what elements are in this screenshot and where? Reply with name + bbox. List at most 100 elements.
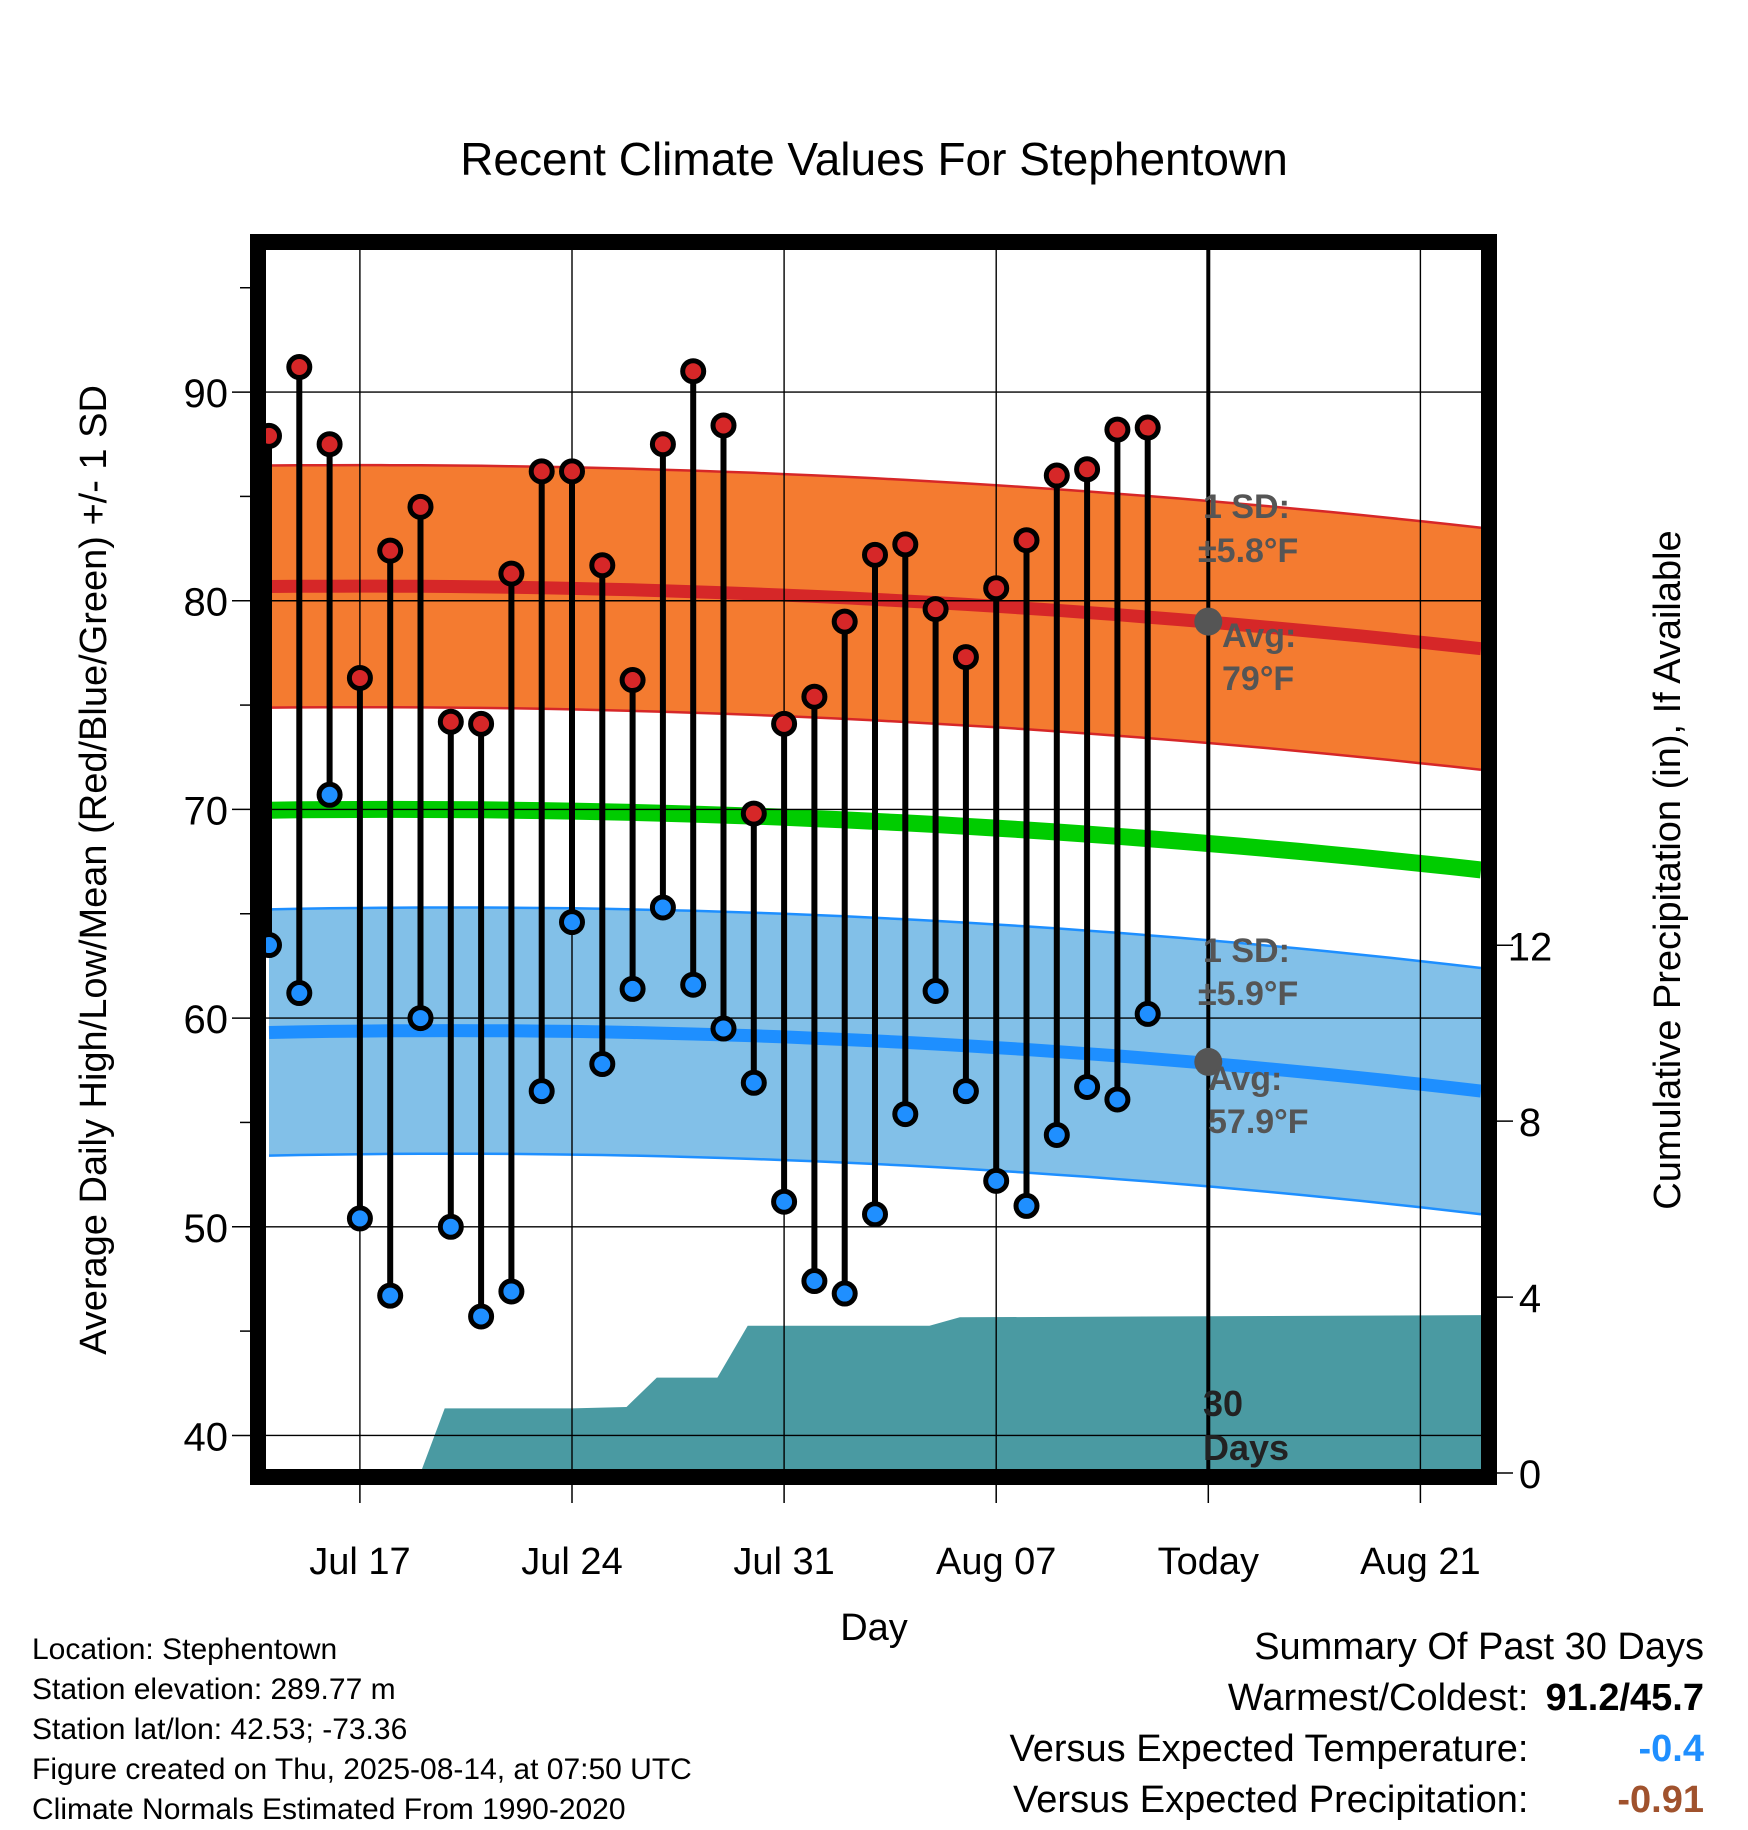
daily-low-point xyxy=(528,1078,555,1105)
daily-high-point xyxy=(262,422,282,449)
daily-low-point xyxy=(1043,1121,1070,1148)
daily-high-point xyxy=(983,575,1010,602)
daily-low-point xyxy=(892,1101,919,1128)
plot-frame xyxy=(250,234,1497,1485)
daily-low-point xyxy=(377,1282,404,1309)
summary-title: Summary Of Past 30 Days xyxy=(1254,1626,1704,1668)
daily-low-point xyxy=(468,1303,495,1330)
daily-high-point xyxy=(468,710,495,737)
sd-low-value: ±5.9°F xyxy=(1198,975,1298,1013)
daily-low-point xyxy=(559,909,585,936)
x-axis-tick-label: Jul 24 xyxy=(521,1541,622,1583)
daily-low-point xyxy=(649,894,676,921)
left-axis-title: Average Daily High/Low/Mean (Red/Blue/Gr… xyxy=(73,385,115,1355)
right-axis-tick-label: 0 xyxy=(1519,1453,1541,1497)
daily-high-point xyxy=(1043,462,1070,489)
daily-low-point xyxy=(346,1205,373,1232)
high-sd-upper-edge xyxy=(268,463,1482,529)
daily-high-point xyxy=(649,431,676,458)
x-axis-tick-label: Aug 21 xyxy=(1360,1541,1480,1583)
left-axis-tick-label: 60 xyxy=(184,998,229,1042)
daily-low-point xyxy=(983,1167,1010,1194)
daily-high-point xyxy=(680,358,707,385)
daily-high-point xyxy=(922,596,949,623)
temp-anomaly-row: Versus Expected Temperature: -0.4 xyxy=(1010,1724,1704,1775)
daily-high-point xyxy=(407,493,434,520)
x-axis-tick-label: Jul 17 xyxy=(309,1541,410,1583)
today-avg-low-marker xyxy=(1194,1047,1223,1076)
sd-high-value: ±5.8°F xyxy=(1198,532,1298,570)
avg-high-label: Avg: xyxy=(1222,617,1296,655)
left-axis-tick-label: 70 xyxy=(184,789,229,833)
normals-text: Climate Normals Estimated From 1990-2020 xyxy=(32,1793,626,1826)
daily-low-point xyxy=(1134,1000,1161,1027)
daily-high-point xyxy=(589,552,616,579)
daily-low-point xyxy=(740,1069,767,1096)
daily-high-point xyxy=(1013,527,1040,554)
daily-high-point xyxy=(710,412,737,439)
daily-low-point xyxy=(801,1268,828,1295)
daily-low-point xyxy=(1104,1086,1131,1113)
left-axis-tick-label: 50 xyxy=(184,1207,229,1251)
daily-low-point xyxy=(407,1005,434,1032)
daily-low-point xyxy=(922,977,949,1004)
daily-low-point xyxy=(286,980,313,1007)
right-axis-title: Cumulative Precipitation (in), If Availa… xyxy=(1647,530,1689,1209)
daily-high-point xyxy=(316,431,343,458)
latlon-text: Station lat/lon: 42.53; -73.36 xyxy=(32,1713,408,1746)
summary-panel: Summary Of Past 30 Days Warmest/Coldest:… xyxy=(1010,1622,1704,1826)
daily-low-point xyxy=(498,1278,525,1305)
daily-low-point xyxy=(831,1280,858,1307)
right-axis-tick-label: 8 xyxy=(1519,1101,1541,1145)
daily-low-point xyxy=(589,1051,616,1077)
right-axis-tick-label: 12 xyxy=(1508,925,1553,969)
daily-high-point xyxy=(740,800,767,827)
daily-low-point xyxy=(262,932,282,959)
precip-anomaly-label: Versus Expected Precipitation: xyxy=(1013,1779,1529,1821)
right-axis-tick-label: 4 xyxy=(1519,1277,1541,1321)
daily-high-point xyxy=(952,644,979,671)
elevation-text: Station elevation: 289.77 m xyxy=(32,1673,396,1706)
avg-high-value: 79°F xyxy=(1222,660,1294,698)
left-axis-tick-label: 80 xyxy=(184,581,229,625)
daily-high-point xyxy=(831,608,858,635)
daily-low-point xyxy=(316,781,343,808)
location-text: Location: Stephentown xyxy=(32,1633,338,1666)
warmest-coldest-label: Warmest/Coldest: xyxy=(1227,1677,1529,1719)
precip-area xyxy=(269,1315,1481,1473)
x-axis-tick-label: Jul 31 xyxy=(733,1541,834,1583)
daily-high-point xyxy=(1104,416,1131,443)
daily-high-point xyxy=(619,667,646,694)
sd-high-label: 1 SD: xyxy=(1203,488,1290,526)
station-info: Location: Stephentown Station elevation:… xyxy=(32,1630,692,1830)
today-avg-high-marker xyxy=(1194,607,1223,636)
daily-high-point xyxy=(559,458,585,485)
chart-title: Recent Climate Values For Stephentown xyxy=(460,133,1288,185)
daily-high-point xyxy=(377,537,404,564)
daily-low-point xyxy=(619,975,646,1002)
daily-high-point xyxy=(862,541,888,568)
x-axis-tick-label: Aug 07 xyxy=(936,1541,1056,1583)
daily-low-point xyxy=(952,1078,979,1105)
daily-high-point xyxy=(498,560,525,587)
daily-low-point xyxy=(862,1201,888,1228)
avg-low-label: Avg: xyxy=(1208,1060,1282,1098)
daily-low-point xyxy=(680,971,707,998)
daily-low-point xyxy=(437,1213,464,1240)
x-axis-title: Day xyxy=(840,1607,908,1649)
daily-high-point xyxy=(437,708,464,735)
daily-low-point xyxy=(1013,1192,1040,1219)
daily-high-point xyxy=(771,710,798,737)
temp-anomaly-label: Versus Expected Temperature: xyxy=(1009,1728,1529,1770)
left-axis-tick-label: 40 xyxy=(184,1415,229,1459)
plot-area xyxy=(262,246,1485,1473)
warmest-coldest-row: Warmest/Coldest: 91.2/45.7 xyxy=(1010,1673,1704,1724)
daily-high-point xyxy=(1074,456,1101,483)
daily-low-point xyxy=(1074,1073,1101,1100)
daily-high-point xyxy=(1134,414,1161,441)
daily-high-point xyxy=(528,458,555,485)
x-axis-tick-label: Today xyxy=(1158,1541,1259,1583)
daily-low-point xyxy=(710,1015,737,1042)
warmest-coldest-value: 91.2/45.7 xyxy=(1545,1677,1704,1719)
